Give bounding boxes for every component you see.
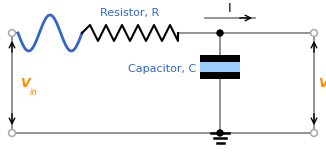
Circle shape (217, 130, 223, 136)
Circle shape (8, 129, 16, 137)
Circle shape (10, 131, 14, 135)
Text: V: V (20, 76, 30, 90)
Bar (200, 55, 240, 62)
Circle shape (312, 131, 316, 135)
Circle shape (312, 31, 316, 35)
Circle shape (8, 29, 16, 37)
Circle shape (310, 129, 318, 137)
Text: in: in (30, 88, 37, 97)
Text: V: V (318, 76, 326, 90)
Bar (200, 72, 240, 79)
Text: Resistor, R: Resistor, R (100, 8, 160, 18)
Bar (200, 62, 240, 72)
Text: I: I (228, 2, 232, 15)
Text: Capacitor, C: Capacitor, C (128, 64, 196, 74)
Circle shape (217, 30, 223, 36)
Circle shape (10, 31, 14, 35)
Circle shape (310, 29, 318, 37)
